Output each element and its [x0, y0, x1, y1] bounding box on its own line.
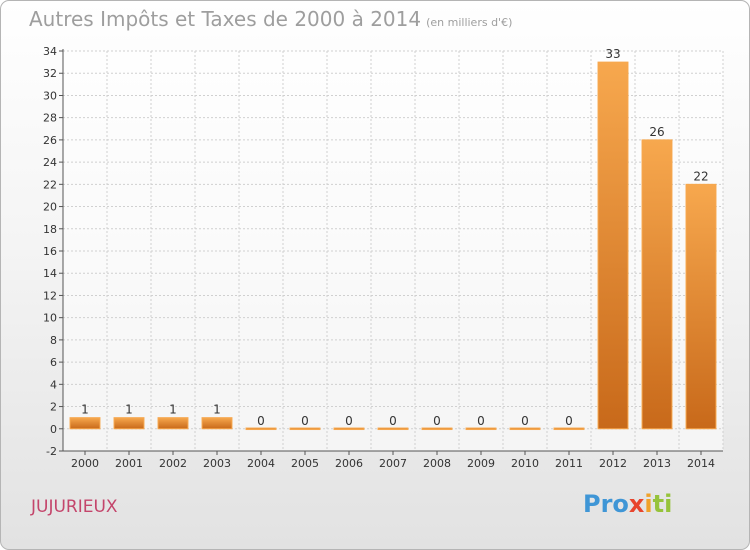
bar: [685, 183, 717, 430]
y-tick-label: 0: [50, 423, 57, 436]
x-tick-label: 2005: [291, 457, 319, 470]
bar: [421, 427, 453, 431]
x-tick-label: 2004: [247, 457, 275, 470]
x-tick-label: 2008: [423, 457, 451, 470]
bar: [245, 427, 277, 431]
bar: [597, 61, 629, 430]
y-tick-label: 6: [50, 356, 57, 369]
x-tick-label: 2000: [71, 457, 99, 470]
x-tick-label: 2010: [511, 457, 539, 470]
y-tick-label: 4: [50, 378, 57, 391]
bar-data-label: 0: [301, 414, 309, 428]
bar-data-label: 0: [433, 414, 441, 428]
bar-data-label: 0: [477, 414, 485, 428]
bar-data-label: 22: [693, 169, 708, 183]
proxiti-logo[interactable]: Proxiti: [583, 490, 673, 518]
y-tick-label: 14: [43, 267, 57, 280]
x-tick-label: 2011: [555, 457, 583, 470]
y-tick-label: 2: [50, 401, 57, 414]
bar: [157, 417, 189, 430]
bar-data-label: 26: [649, 125, 664, 139]
bar: [113, 417, 145, 430]
y-tick-label: 20: [43, 201, 57, 214]
bar-data-label: 1: [125, 403, 133, 417]
y-tick-label: 30: [43, 89, 57, 102]
x-tick-label: 2013: [643, 457, 671, 470]
bar-data-label: 1: [169, 403, 177, 417]
bar-data-label: 0: [565, 414, 573, 428]
bar: [289, 427, 321, 431]
y-tick-label: 10: [43, 312, 57, 325]
y-tick-label: 22: [43, 178, 57, 191]
y-tick-label: 16: [43, 245, 57, 258]
y-tick-label: 34: [43, 45, 57, 58]
bar: [69, 417, 101, 430]
y-tick-label: 12: [43, 289, 57, 302]
y-tick-label: -2: [46, 445, 57, 458]
y-tick-label: 28: [43, 112, 57, 125]
x-tick-label: 2002: [159, 457, 187, 470]
x-tick-label: 2001: [115, 457, 143, 470]
bar: [201, 417, 233, 430]
x-tick-label: 2012: [599, 457, 627, 470]
bar: [509, 427, 541, 431]
bar-data-label: 0: [257, 414, 265, 428]
bar: [553, 427, 585, 431]
bar: [377, 427, 409, 431]
y-tick-label: 32: [43, 67, 57, 80]
y-tick-label: 18: [43, 223, 57, 236]
bar: [641, 139, 673, 430]
x-tick-label: 2003: [203, 457, 231, 470]
bar-data-label: 33: [605, 47, 620, 61]
x-tick-label: 2009: [467, 457, 495, 470]
chart-subtitle: (en milliers d'€): [426, 16, 513, 29]
x-tick-label: 2006: [335, 457, 363, 470]
x-tick-label: 2014: [687, 457, 715, 470]
commune-name: JUJURIEUX: [31, 497, 118, 517]
bar-data-label: 1: [213, 403, 221, 417]
bar-data-label: 0: [345, 414, 353, 428]
x-tick-label: 2007: [379, 457, 407, 470]
bar: [333, 427, 365, 431]
bar-data-label: 0: [521, 414, 529, 428]
chart-header: Autres Impôts et Taxes de 2000 à 2014 (en…: [29, 7, 512, 31]
chart-title: Autres Impôts et Taxes de 2000 à 2014: [29, 7, 422, 31]
bar-data-label: 0: [389, 414, 397, 428]
y-tick-label: 8: [50, 334, 57, 347]
bar-data-label: 1: [81, 403, 89, 417]
bar: [465, 427, 497, 431]
y-tick-label: 24: [43, 156, 57, 169]
y-tick-label: 26: [43, 134, 57, 147]
